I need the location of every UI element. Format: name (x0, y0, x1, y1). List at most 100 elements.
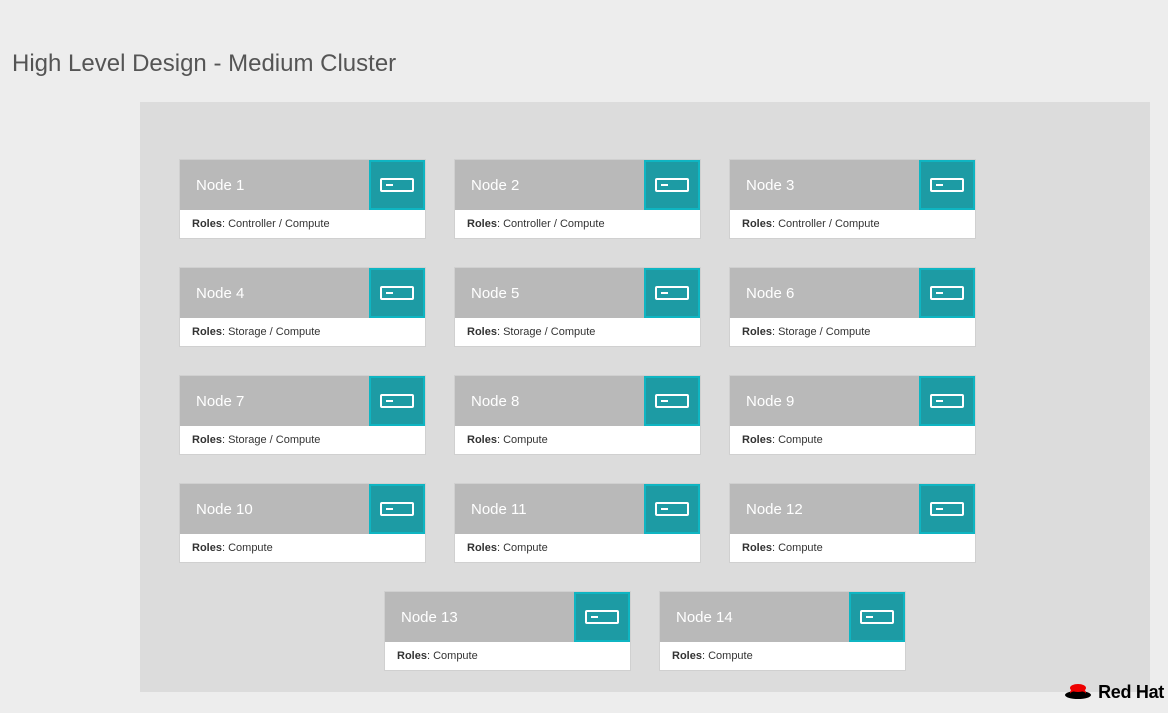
node-roles: Roles: Compute (385, 642, 630, 670)
node-row: Node 4 Roles: Storage / Compute Node 5 R… (180, 268, 1110, 346)
roles-value: Controller / Compute (228, 218, 330, 230)
roles-label: Roles (742, 218, 772, 230)
node-card: Node 2 Roles: Controller / Compute (455, 160, 700, 238)
node-row: Node 13 Roles: Compute Node 14 Roles: Co… (180, 592, 1110, 670)
roles-value: Storage / Compute (228, 434, 320, 446)
server-icon (919, 160, 975, 210)
node-title: Node 2 (455, 160, 519, 210)
node-title: Node 9 (730, 376, 794, 426)
roles-label: Roles (192, 218, 222, 230)
roles-value: Storage / Compute (778, 326, 870, 338)
roles-value: Compute (708, 650, 753, 662)
node-header: Node 12 (730, 484, 975, 534)
node-header: Node 2 (455, 160, 700, 210)
roles-label: Roles (192, 326, 222, 338)
roles-value: Compute (503, 434, 548, 446)
node-header: Node 1 (180, 160, 425, 210)
server-icon (849, 592, 905, 642)
node-header: Node 8 (455, 376, 700, 426)
server-icon (644, 160, 700, 210)
node-title: Node 14 (660, 592, 733, 642)
node-title: Node 4 (180, 268, 244, 318)
roles-value: Compute (228, 542, 273, 554)
node-card: Node 6 Roles: Storage / Compute (730, 268, 975, 346)
node-header: Node 9 (730, 376, 975, 426)
server-icon (369, 484, 425, 534)
node-header: Node 13 (385, 592, 630, 642)
brand-logo: Red Hat (1064, 680, 1164, 705)
server-icon (919, 376, 975, 426)
roles-value: Compute (503, 542, 548, 554)
server-icon (644, 484, 700, 534)
roles-value: Compute (433, 650, 478, 662)
node-card: Node 14 Roles: Compute (660, 592, 905, 670)
node-card: Node 13 Roles: Compute (385, 592, 630, 670)
node-title: Node 5 (455, 268, 519, 318)
roles-value: Storage / Compute (503, 326, 595, 338)
server-icon (369, 268, 425, 318)
node-title: Node 13 (385, 592, 458, 642)
node-roles: Roles: Storage / Compute (180, 426, 425, 454)
roles-label: Roles (467, 218, 497, 230)
server-icon (574, 592, 630, 642)
roles-label: Roles (192, 542, 222, 554)
roles-value: Compute (778, 542, 823, 554)
node-header: Node 5 (455, 268, 700, 318)
redhat-hat-icon (1064, 680, 1092, 705)
node-row: Node 7 Roles: Storage / Compute Node 8 R… (180, 376, 1110, 454)
node-card: Node 3 Roles: Controller / Compute (730, 160, 975, 238)
server-icon (644, 376, 700, 426)
node-card: Node 11 Roles: Compute (455, 484, 700, 562)
brand-name: Red Hat (1098, 682, 1164, 703)
node-header: Node 6 (730, 268, 975, 318)
node-roles: Roles: Storage / Compute (730, 318, 975, 346)
roles-value: Compute (778, 434, 823, 446)
roles-label: Roles (742, 434, 772, 446)
node-row: Node 10 Roles: Compute Node 11 Roles: Co… (180, 484, 1110, 562)
roles-label: Roles (742, 326, 772, 338)
roles-label: Roles (467, 542, 497, 554)
node-header: Node 7 (180, 376, 425, 426)
server-icon (369, 160, 425, 210)
node-title: Node 10 (180, 484, 253, 534)
node-card: Node 7 Roles: Storage / Compute (180, 376, 425, 454)
node-roles: Roles: Compute (180, 534, 425, 562)
node-title: Node 12 (730, 484, 803, 534)
node-roles: Roles: Compute (730, 534, 975, 562)
node-roles: Roles: Controller / Compute (730, 210, 975, 238)
node-card: Node 4 Roles: Storage / Compute (180, 268, 425, 346)
node-roles: Roles: Compute (455, 534, 700, 562)
node-roles: Roles: Controller / Compute (180, 210, 425, 238)
roles-label: Roles (742, 542, 772, 554)
node-title: Node 8 (455, 376, 519, 426)
roles-label: Roles (467, 326, 497, 338)
roles-label: Roles (467, 434, 497, 446)
node-card: Node 8 Roles: Compute (455, 376, 700, 454)
server-icon (369, 376, 425, 426)
node-header: Node 11 (455, 484, 700, 534)
node-title: Node 11 (455, 484, 527, 534)
server-icon (919, 268, 975, 318)
node-card: Node 12 Roles: Compute (730, 484, 975, 562)
node-title: Node 1 (180, 160, 244, 210)
roles-value: Controller / Compute (503, 218, 605, 230)
roles-label: Roles (192, 434, 222, 446)
node-header: Node 3 (730, 160, 975, 210)
roles-value: Storage / Compute (228, 326, 320, 338)
roles-label: Roles (672, 650, 702, 662)
node-row: Node 1 Roles: Controller / Compute Node … (180, 160, 1110, 238)
roles-label: Roles (397, 650, 427, 662)
node-header: Node 10 (180, 484, 425, 534)
node-roles: Roles: Compute (660, 642, 905, 670)
node-roles: Roles: Storage / Compute (180, 318, 425, 346)
cluster-canvas: Node 1 Roles: Controller / Compute Node … (140, 102, 1150, 692)
roles-value: Controller / Compute (778, 218, 880, 230)
node-card: Node 10 Roles: Compute (180, 484, 425, 562)
node-roles: Roles: Compute (730, 426, 975, 454)
node-roles: Roles: Storage / Compute (455, 318, 700, 346)
node-roles: Roles: Controller / Compute (455, 210, 700, 238)
server-icon (919, 484, 975, 534)
node-title: Node 6 (730, 268, 794, 318)
page-title: High Level Design - Medium Cluster (0, 0, 1168, 78)
node-card: Node 9 Roles: Compute (730, 376, 975, 454)
